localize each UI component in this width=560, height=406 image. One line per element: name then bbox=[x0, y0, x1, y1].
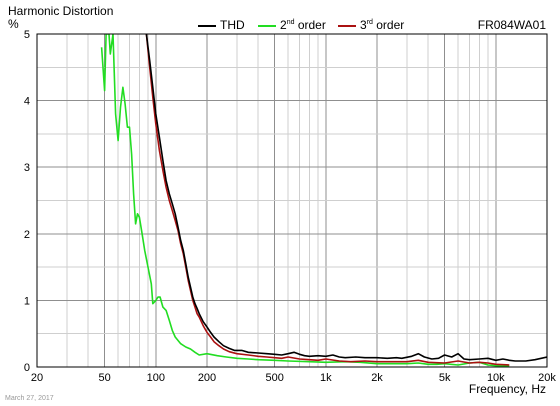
series-line-2nd-order bbox=[100, 34, 510, 367]
y-tick-label: 5 bbox=[24, 29, 30, 41]
legend-label-2nd-order: 2nd order bbox=[280, 18, 326, 32]
legend-item-3rd-order: 3rd order bbox=[338, 18, 404, 32]
series-line-3rd-order bbox=[145, 34, 510, 366]
x-tick-label: 5k bbox=[439, 372, 451, 384]
x-tick-label: 50 bbox=[99, 372, 111, 384]
series-line-thd bbox=[145, 34, 547, 362]
legend-swatch-thd bbox=[198, 25, 216, 27]
x-axis-label: Frequency, Hz bbox=[468, 382, 546, 396]
y-tick-label: 3 bbox=[24, 162, 30, 174]
x-tick-label: 20k bbox=[538, 372, 556, 384]
x-tick-label: 2k bbox=[371, 372, 383, 384]
x-tick-label: 1k bbox=[320, 372, 332, 384]
plot-frame bbox=[36, 33, 548, 368]
series-lines bbox=[100, 34, 547, 367]
y-tick-labels: 0 1 2 3 4 5 bbox=[24, 29, 30, 374]
y-tick-label: 0 bbox=[24, 362, 30, 374]
legend-swatch-3rd-order bbox=[338, 25, 356, 27]
y-tick-label: 4 bbox=[24, 96, 30, 108]
legend-item-thd: THD bbox=[198, 18, 245, 32]
x-tick-label: 200 bbox=[198, 372, 216, 384]
legend-label-thd: THD bbox=[220, 18, 245, 32]
legend-label-3rd-order: 3rd order bbox=[360, 18, 405, 32]
x-tick-label: 20 bbox=[31, 372, 43, 384]
x-tick-label: 100 bbox=[147, 372, 165, 384]
y-axis-label: % bbox=[8, 17, 19, 31]
y-tick-label: 2 bbox=[24, 229, 30, 241]
x-tick-label: 10k bbox=[487, 372, 505, 384]
legend-swatch-2nd-order bbox=[258, 25, 276, 27]
y-tick-label: 1 bbox=[24, 295, 30, 307]
grid bbox=[36, 33, 548, 368]
date-label: March 27, 2017 bbox=[5, 395, 54, 402]
legend-item-2nd-order: 2nd order bbox=[258, 18, 326, 32]
model-label: FR084WA01 bbox=[477, 18, 546, 32]
chart-title: Harmonic Distortion bbox=[8, 4, 114, 18]
x-tick-labels: 20 50 100 200 500 1k 2k 5k 10k 20k bbox=[31, 372, 556, 384]
x-tick-label: 500 bbox=[265, 372, 283, 384]
